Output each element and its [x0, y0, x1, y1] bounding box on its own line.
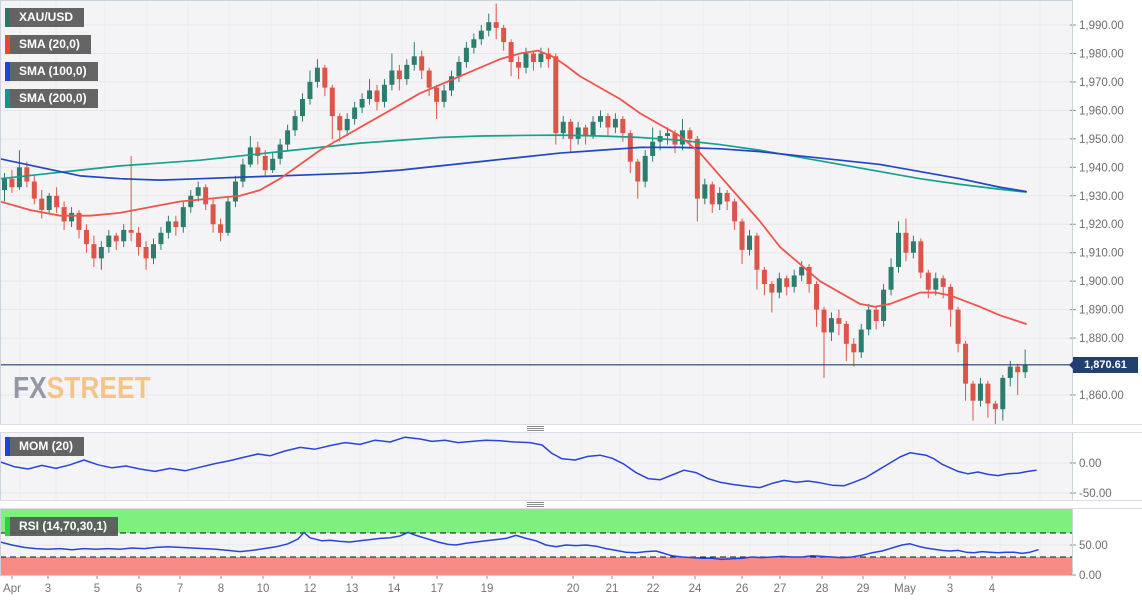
- rsi-color-bar: [5, 517, 10, 536]
- svg-text:20: 20: [567, 583, 580, 595]
- sma100-color-bar: [5, 62, 10, 81]
- svg-text:8: 8: [218, 583, 224, 595]
- svg-text:26: 26: [736, 583, 749, 595]
- svg-text:27: 27: [774, 583, 787, 595]
- svg-text:50.00: 50.00: [1079, 540, 1108, 552]
- legend-symbol-badge[interactable]: XAU/USD: [5, 8, 85, 27]
- svg-text:1,860.00: 1,860.00: [1079, 390, 1124, 402]
- svg-text:1,900.00: 1,900.00: [1079, 276, 1124, 288]
- svg-text:4: 4: [989, 583, 996, 595]
- rsi-label: RSI (14,70,30,1): [10, 517, 119, 536]
- svg-text:Apr: Apr: [3, 583, 21, 595]
- svg-text:1,910.00: 1,910.00: [1079, 248, 1124, 260]
- sma200-color-bar: [5, 89, 10, 108]
- fxstreet-watermark: FXSTREET: [13, 370, 151, 406]
- svg-text:22: 22: [647, 583, 660, 595]
- svg-text:7: 7: [177, 583, 183, 595]
- svg-text:1,990.00: 1,990.00: [1079, 20, 1124, 32]
- rsi-indicator-badge[interactable]: RSI (14,70,30,1): [5, 517, 119, 536]
- svg-text:14: 14: [388, 583, 401, 595]
- svg-text:5: 5: [94, 583, 100, 595]
- svg-text:-50.00: -50.00: [1079, 488, 1112, 500]
- svg-text:0.00: 0.00: [1079, 458, 1101, 470]
- sma200-label: SMA (200,0): [10, 89, 98, 108]
- svg-text:21: 21: [606, 583, 619, 595]
- svg-text:1,890.00: 1,890.00: [1079, 305, 1124, 317]
- svg-text:10: 10: [257, 583, 270, 595]
- svg-text:1,950.00: 1,950.00: [1079, 134, 1124, 146]
- symbol-label: XAU/USD: [10, 8, 85, 27]
- svg-text:19: 19: [481, 583, 494, 595]
- mom-label: MOM (20): [10, 437, 84, 456]
- fxstreet-watermark-fx: FX: [13, 370, 47, 405]
- divider-grip-icon[interactable]: [527, 426, 544, 431]
- last-price-label: 1,870.61: [1069, 357, 1138, 373]
- symbol-color-bar: [5, 8, 10, 27]
- mom-indicator-badge[interactable]: MOM (20): [5, 437, 84, 456]
- svg-text:28: 28: [816, 583, 829, 595]
- svg-text:3: 3: [45, 583, 51, 595]
- legend-sma100[interactable]: SMA (100,0): [5, 62, 98, 81]
- sma100-label: SMA (100,0): [10, 62, 98, 81]
- svg-text:1,920.00: 1,920.00: [1079, 219, 1124, 231]
- svg-text:6: 6: [136, 583, 142, 595]
- svg-text:1,930.00: 1,930.00: [1079, 191, 1124, 203]
- svg-text:24: 24: [689, 583, 702, 595]
- mom-color-bar: [5, 437, 10, 456]
- legend-sma20[interactable]: SMA (20,0): [5, 35, 91, 54]
- svg-text:3: 3: [947, 583, 953, 595]
- svg-text:17: 17: [431, 583, 444, 595]
- svg-text:12: 12: [304, 583, 317, 595]
- panel-divider-main-mom[interactable]: [0, 424, 1142, 433]
- sma20-color-bar: [5, 35, 10, 54]
- legend-sma200[interactable]: SMA (200,0): [5, 89, 98, 108]
- svg-text:1,960.00: 1,960.00: [1079, 105, 1124, 117]
- svg-text:0.00: 0.00: [1079, 570, 1101, 582]
- svg-text:1,970.00: 1,970.00: [1079, 77, 1124, 89]
- divider-grip-icon[interactable]: [527, 502, 544, 507]
- svg-text:1,880.00: 1,880.00: [1079, 333, 1124, 345]
- svg-text:29: 29: [857, 583, 870, 595]
- svg-text:May: May: [894, 583, 916, 595]
- svg-text:1,980.00: 1,980.00: [1079, 48, 1124, 60]
- svg-text:1,940.00: 1,940.00: [1079, 162, 1124, 174]
- fxstreet-watermark-street: STREET: [46, 370, 151, 405]
- svg-text:13: 13: [346, 583, 359, 595]
- panel-divider-mom-rsi[interactable]: [0, 500, 1142, 509]
- sma20-label: SMA (20,0): [10, 35, 91, 54]
